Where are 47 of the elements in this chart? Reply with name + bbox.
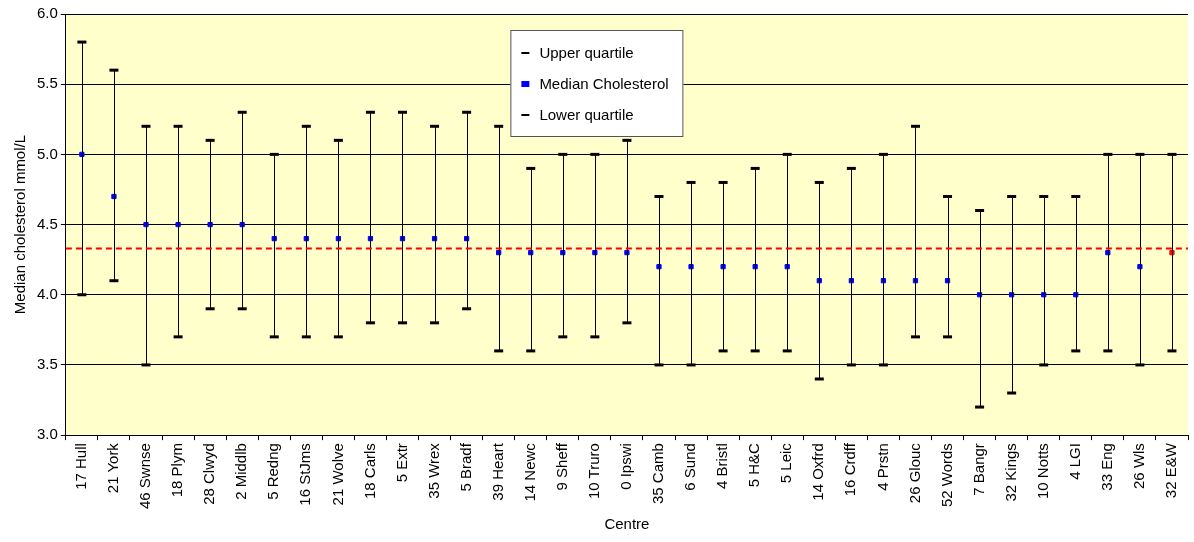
x-tick-label: 21 York xyxy=(104,442,122,494)
legend-label: Upper quartile xyxy=(539,44,634,61)
x-tick-label: 5 Leic xyxy=(777,442,795,484)
y-tick-label: 6.0 xyxy=(36,4,58,22)
x-tick-label: 14 Newc xyxy=(520,442,538,502)
x-tick-label: 5 H&C xyxy=(745,442,763,488)
x-tick-label: 26 Glouc xyxy=(905,442,923,504)
y-tick-label: 3.0 xyxy=(36,425,58,443)
x-tick-label: 4 Bristl xyxy=(713,443,731,489)
x-tick-label: 5 Bradf xyxy=(456,442,474,492)
x-tick-label: 39 Heart xyxy=(488,442,506,501)
legend-label: Lower quartile xyxy=(539,106,634,123)
x-tick-label: 0 Ipswi xyxy=(617,443,635,490)
x-tick-label: 4 LGI xyxy=(1065,443,1083,480)
y-tick-label: 5.0 xyxy=(36,144,58,162)
x-tick-label: 7 Bangr xyxy=(969,443,987,496)
x-tick-label: 17 Hull xyxy=(72,443,90,490)
x-tick-label: 18 Carls xyxy=(360,443,378,499)
x-tick-label: 16 StJms xyxy=(296,443,314,506)
x-tick-label: 4 Prstn xyxy=(873,443,891,491)
x-tick-label: 35 Wrex xyxy=(424,442,442,499)
x-tick-label: 16 Crdff xyxy=(841,442,859,497)
x-tick-label: 5 Redng xyxy=(264,443,282,500)
y-tick-label: 4.5 xyxy=(36,214,58,232)
x-tick-label: 32 Kings xyxy=(1001,443,1019,502)
x-tick-label: 52 Words xyxy=(937,443,955,508)
y-tick-label: 5.5 xyxy=(36,74,58,92)
y-tick-label: 4.0 xyxy=(36,284,58,302)
y-tick-label: 3.5 xyxy=(36,355,58,373)
x-tick-label: 10 Notts xyxy=(1033,443,1051,499)
y-axis-title: Median cholesterol mmol/L xyxy=(11,134,29,315)
x-tick-label: 33 Eng xyxy=(1097,443,1115,491)
x-tick-label: 32 E&W xyxy=(1162,442,1180,499)
x-tick-label: 35 Camb xyxy=(649,443,667,504)
x-axis-title: Centre xyxy=(604,515,650,533)
x-tick-label: 10 Truro xyxy=(585,443,603,499)
x-tick-label: 9 Sheff xyxy=(552,442,570,491)
x-tick-label: 28 Clwyd xyxy=(200,443,218,505)
x-tick-label: 5 Extr xyxy=(392,443,410,483)
legend-label: Median Cholesterol xyxy=(539,75,669,92)
x-tick-label: 2 Middlb xyxy=(232,443,250,500)
x-tick-label: 14 Oxfrd xyxy=(809,443,827,501)
x-tick-label: 6 Sund xyxy=(681,443,699,491)
x-tick-label: 26 Wls xyxy=(1130,443,1148,489)
x-tick-label: 21 Wolve xyxy=(328,443,346,506)
x-tick-label: 46 Swnse xyxy=(136,443,154,509)
x-tick-label: 18 Plym xyxy=(168,443,186,498)
